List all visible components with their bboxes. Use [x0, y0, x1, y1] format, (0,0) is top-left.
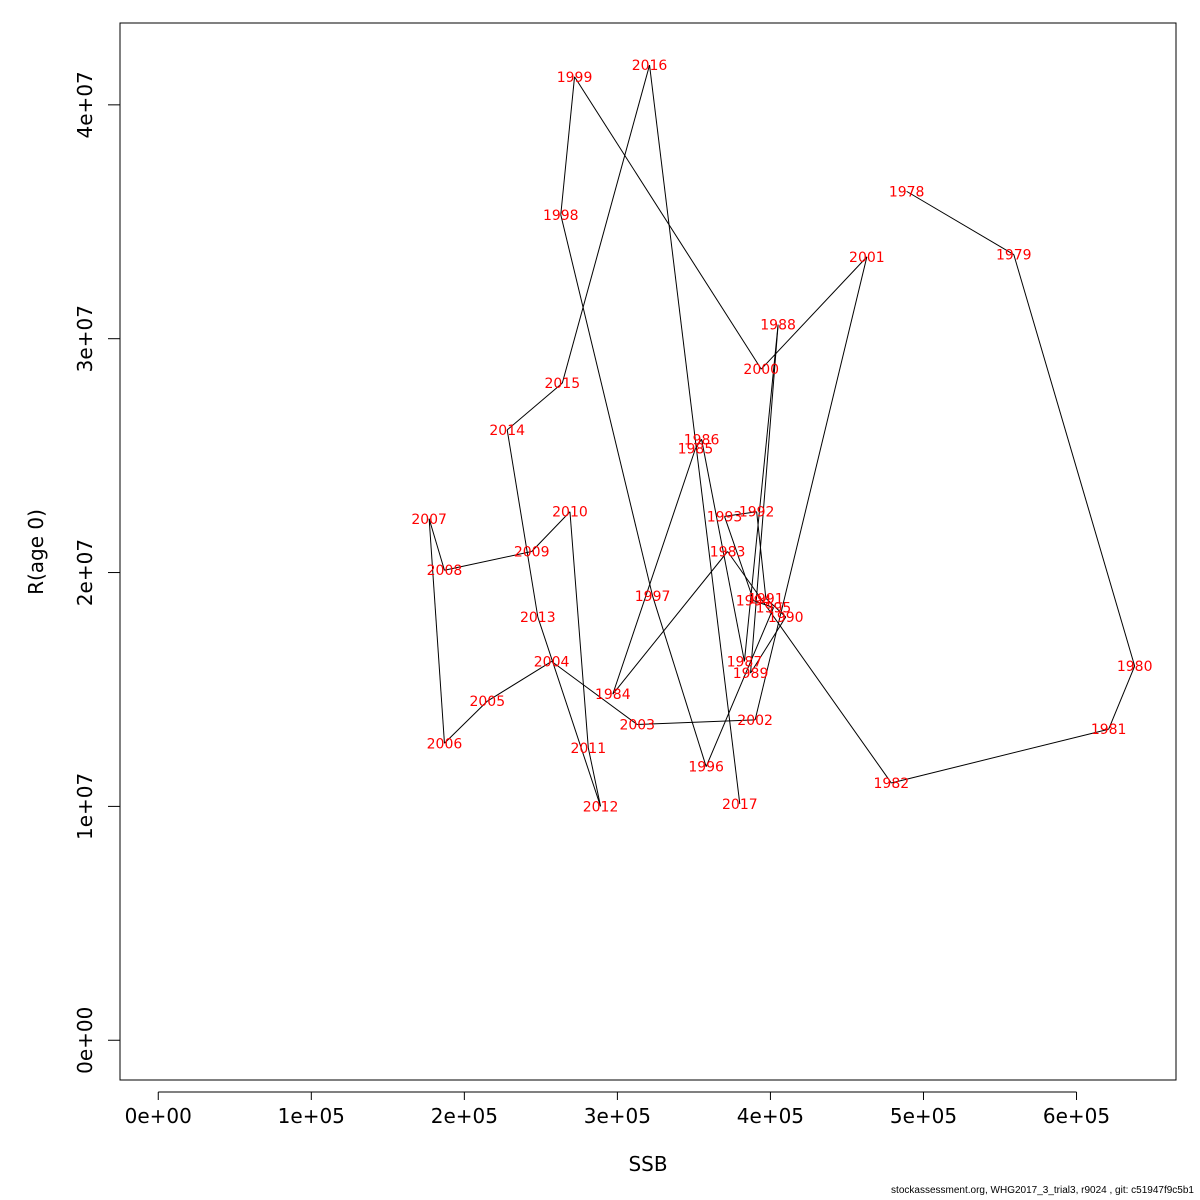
trajectory-segment-1987-1988	[743, 324, 779, 662]
trajectory-segment-2016-2017	[649, 65, 741, 805]
trajectory-segment-1993-1994	[724, 516, 755, 601]
trajectory-segment-1984-1985	[612, 448, 696, 695]
year-label-2016: 2016	[632, 58, 668, 74]
year-label-1985: 1985	[678, 442, 714, 458]
y-tick-label: 2e+07	[73, 539, 97, 606]
year-label-2004: 2004	[534, 654, 570, 670]
year-label-2001: 2001	[849, 250, 885, 266]
trajectory-segment-2012-2013	[537, 616, 602, 807]
trajectory-segment-2002-2003	[637, 719, 756, 726]
year-label-1996: 1996	[688, 760, 724, 776]
plot-frame	[119, 22, 1177, 1081]
y-axis: 0e+00 1e+07 2e+07 3e+07 4e+07	[73, 71, 121, 1074]
trajectory-segment-2010-2011	[569, 511, 589, 748]
trajectory-segment-1988-1989	[750, 324, 779, 674]
year-label-2008: 2008	[427, 563, 463, 579]
y-tick-label: 0e+00	[73, 1007, 97, 1074]
trajectory-segment-2015-2016	[561, 64, 651, 384]
trajectory-segment-2013-2014	[506, 429, 539, 618]
year-label-1993: 1993	[707, 509, 743, 525]
year-label-1994: 1994	[736, 594, 772, 610]
trajectory-segment-1979-1980	[1013, 254, 1136, 667]
trajectory-segment-1990-1991	[765, 597, 787, 618]
year-label-2007: 2007	[411, 512, 447, 528]
trajectory-segment-1981-1982	[891, 728, 1109, 784]
year-label-2009: 2009	[514, 545, 550, 561]
trajectory-segment-1980-1981	[1108, 665, 1136, 730]
year-label-2000: 2000	[743, 362, 779, 378]
trajectory-segment-1991-1992	[756, 511, 767, 599]
year-label-1979: 1979	[996, 248, 1032, 264]
year-label-2011: 2011	[570, 741, 606, 757]
x-axis: 0e+00 1e+05 2e+05 3e+05 4e+05 5e+05 6e+05	[125, 1091, 1110, 1128]
trajectory-segment-1978-1979	[906, 190, 1015, 255]
year-label-1982: 1982	[874, 776, 910, 792]
y-axis-label: R(age 0)	[24, 509, 48, 595]
trajectory-segment-2006-2007	[428, 518, 445, 744]
trajectory-segment-2004-2005	[487, 660, 552, 702]
year-label-2012: 2012	[583, 799, 619, 815]
year-label-2015: 2015	[544, 376, 580, 392]
year-label-1995: 1995	[756, 601, 792, 617]
trajectory-segment-1983-1984	[612, 551, 728, 695]
year-label-2005: 2005	[469, 694, 505, 710]
trajectory-segment-2005-2006	[444, 700, 488, 744]
trajectory-segment-1994-1995	[753, 600, 774, 609]
year-label-1997: 1997	[635, 589, 671, 605]
x-tick-label: 4e+05	[737, 1104, 804, 1128]
year-label-1986: 1986	[684, 432, 720, 448]
year-label-2003: 2003	[619, 718, 655, 734]
trajectory-segment-1989-1990	[750, 616, 787, 674]
x-tick-label: 6e+05	[1043, 1104, 1110, 1128]
year-label-1978: 1978	[889, 184, 925, 200]
trajectory-segment-1998-1999	[560, 76, 576, 215]
year-label-2006: 2006	[427, 736, 463, 752]
trajectory-segment-1992-1993	[724, 511, 757, 517]
trajectory-segment-1995-1996	[705, 607, 774, 767]
trajectory-segment-2014-2015	[506, 382, 563, 431]
footer-credit: stockassessment.org, WHG2017_3_trial3, r…	[891, 1185, 1194, 1196]
year-label-1983: 1983	[710, 545, 746, 561]
trajectory-segment-2007-2008	[428, 518, 445, 571]
trajectory-segment-1999-2000	[574, 76, 762, 370]
year-label-2014: 2014	[489, 423, 525, 439]
year-label-2010: 2010	[552, 505, 588, 521]
trajectory-segment-1997-1998	[560, 214, 654, 597]
trajectory-segment-2000-2001	[760, 256, 868, 370]
trajectory-segment-2011-2012	[587, 747, 602, 807]
year-label-1991: 1991	[748, 591, 784, 607]
y-tick-label: 4e+07	[73, 71, 97, 138]
trajectory-segment-2001-2002	[754, 256, 868, 720]
trajectory-segment-2009-2010	[531, 511, 571, 552]
year-label-1981: 1981	[1091, 722, 1127, 738]
year-label-2013: 2013	[520, 610, 556, 626]
year-label-1989: 1989	[733, 666, 769, 682]
x-tick-label: 1e+05	[278, 1104, 345, 1128]
year-label-1984: 1984	[595, 687, 631, 703]
trajectory-lines	[428, 64, 1136, 807]
trajectory-segment-1996-1997	[652, 595, 707, 767]
y-tick-label: 3e+07	[73, 305, 97, 372]
year-label-2017: 2017	[722, 797, 758, 813]
x-tick-label: 0e+00	[125, 1104, 192, 1128]
year-label-1990: 1990	[768, 610, 804, 626]
y-tick-label: 1e+07	[73, 773, 97, 840]
year-label-1998: 1998	[543, 208, 579, 224]
year-label-1988: 1988	[760, 318, 796, 334]
trajectory-segment-1986-1987	[701, 439, 745, 662]
year-label-1987: 1987	[727, 654, 763, 670]
year-label-2002: 2002	[737, 713, 773, 729]
x-tick-label: 5e+05	[890, 1104, 957, 1128]
year-label-1999: 1999	[557, 70, 593, 86]
trajectory-segment-1982-1983	[727, 551, 892, 784]
x-tick-label: 2e+05	[431, 1104, 498, 1128]
x-tick-label: 3e+05	[584, 1104, 651, 1128]
year-label-1992: 1992	[739, 505, 775, 521]
x-axis-label: SSB	[628, 1152, 667, 1176]
trajectory-segment-2008-2009	[444, 551, 532, 571]
year-label-1980: 1980	[1117, 659, 1153, 675]
trajectory-segment-2003-2004	[551, 661, 638, 725]
